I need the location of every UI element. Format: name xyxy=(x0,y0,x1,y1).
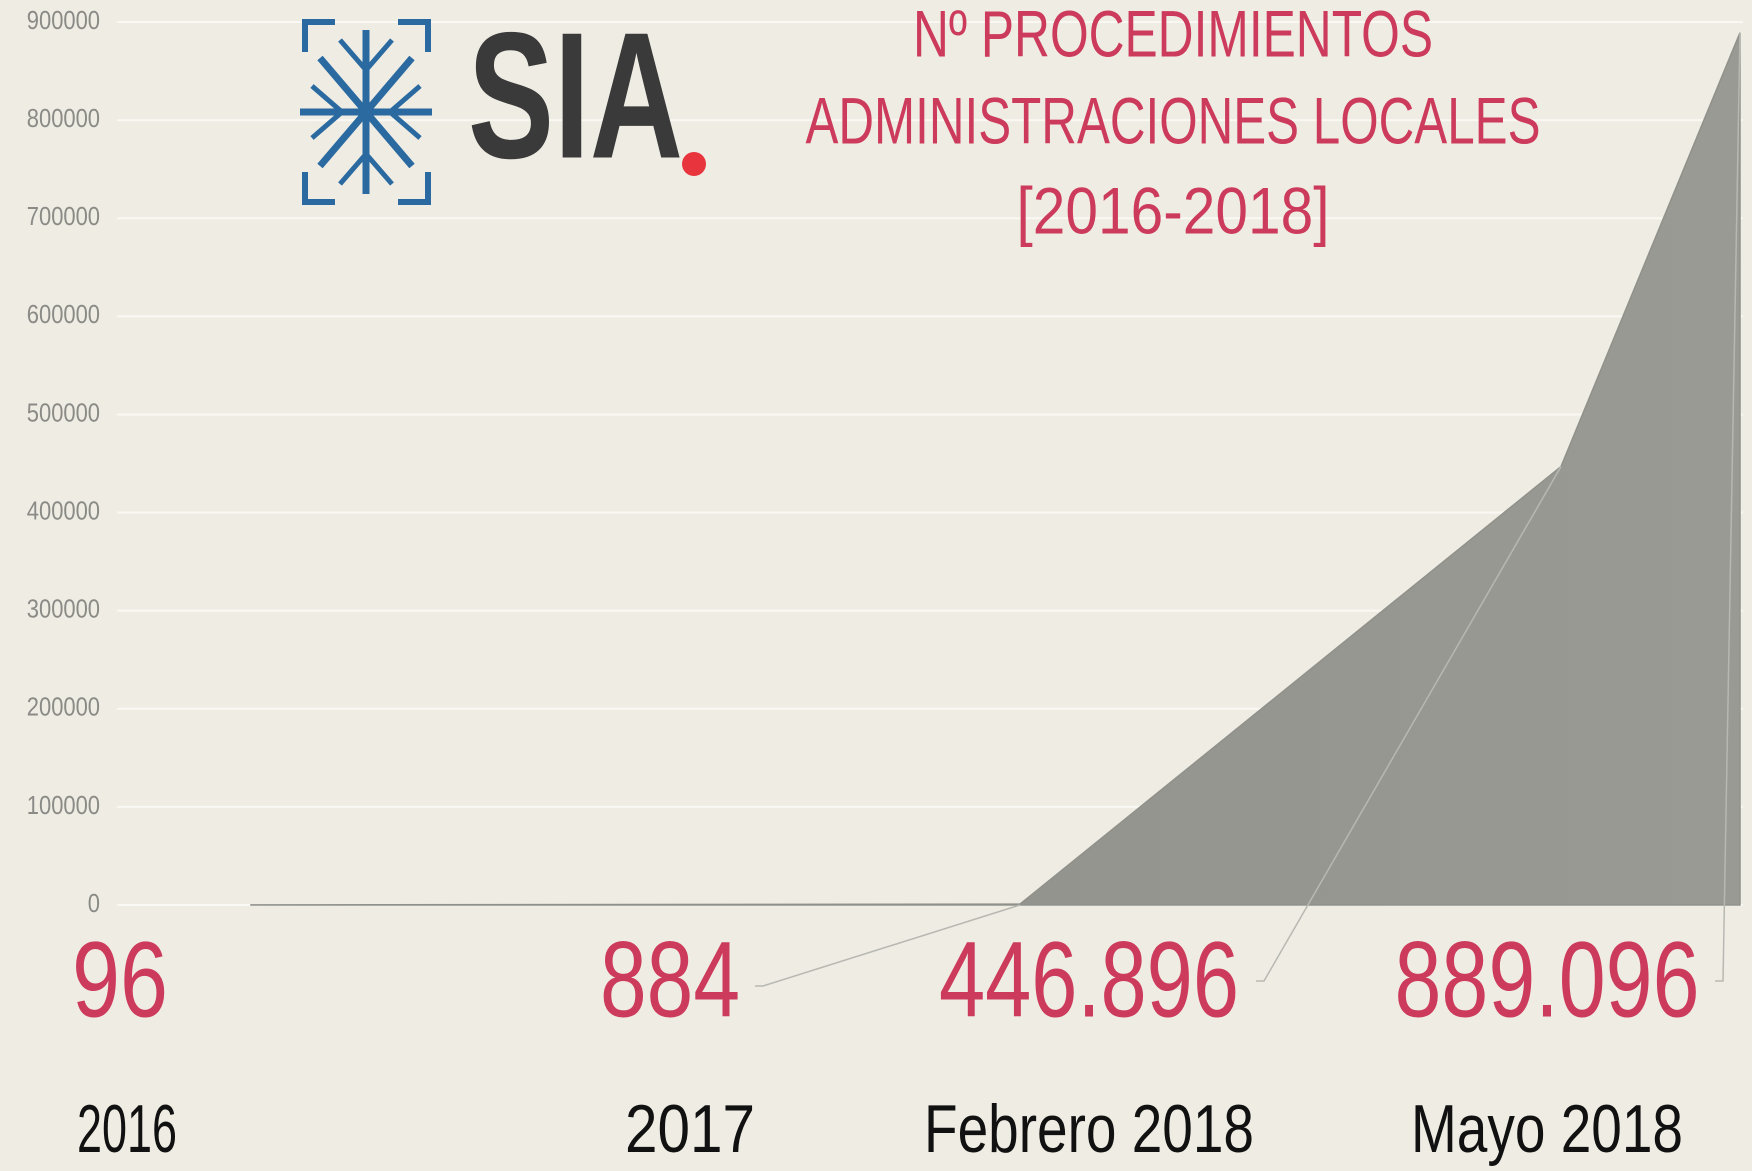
area xyxy=(250,32,1741,906)
logo-text: SIA xyxy=(468,0,683,197)
logo-icon xyxy=(300,19,432,205)
leader-line xyxy=(1715,32,1741,982)
y-tick-label: 500000 xyxy=(27,397,100,427)
x-tick-label: 2017 xyxy=(625,1091,755,1167)
y-tick-label: 0 xyxy=(88,888,100,918)
x-tick-label: 2016 xyxy=(77,1091,177,1167)
logo-dot xyxy=(682,152,706,176)
logo: SIA xyxy=(300,0,706,205)
y-tick-label: 900000 xyxy=(27,5,100,35)
leader-line xyxy=(1256,466,1562,982)
x-tick-label: Mayo 2018 xyxy=(1411,1091,1683,1167)
y-tick-label: 200000 xyxy=(27,692,100,722)
y-tick-label: 800000 xyxy=(27,103,100,133)
plot xyxy=(250,32,1741,906)
title: Nº PROCEDIMIENTOS ADMINISTRACIONES LOCALE… xyxy=(806,0,1541,247)
y-tick-label: 100000 xyxy=(27,790,100,820)
value-label: 884 xyxy=(600,919,740,1040)
y-tick-label: 600000 xyxy=(27,299,100,329)
y-tick-label: 400000 xyxy=(27,495,100,525)
leader-line xyxy=(755,904,1021,987)
y-tick-label: 300000 xyxy=(27,594,100,624)
value-label: 96 xyxy=(72,919,168,1040)
chart-title: ADMINISTRACIONES LOCALES xyxy=(806,83,1541,157)
chart-title: Nº PROCEDIMIENTOS xyxy=(913,0,1433,70)
y-tick-label: 700000 xyxy=(27,201,100,231)
x-tick-label: Febrero 2018 xyxy=(924,1091,1254,1167)
value-label: 446.896 xyxy=(939,919,1239,1040)
chart-title: [2016-2018] xyxy=(1017,173,1330,247)
value-label: 889.096 xyxy=(1395,919,1700,1040)
